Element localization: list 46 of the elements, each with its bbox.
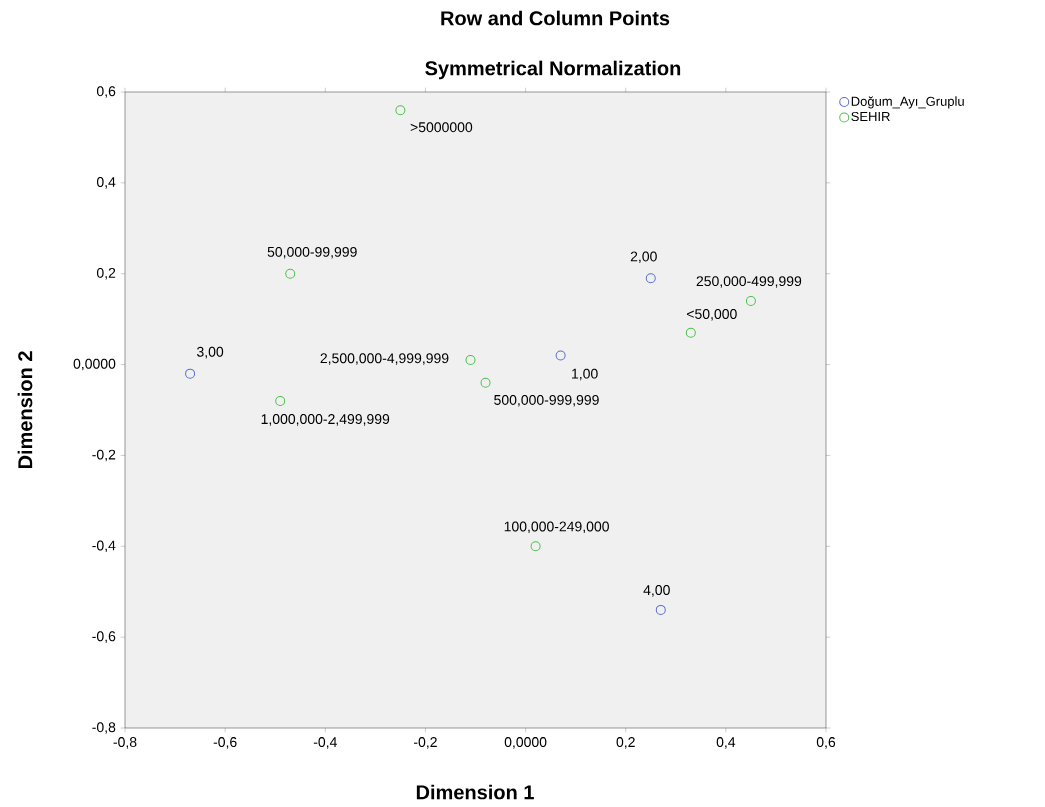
x-tick-label: 0,4: [716, 737, 736, 749]
annotation: 1,00: [572, 368, 598, 381]
annotation: 2,500,000-4,999,999: [320, 353, 449, 365]
x-tick-label: -0,6: [213, 737, 237, 749]
y-tick-label: -0,4: [92, 540, 116, 553]
point: [185, 368, 196, 379]
annotation: 4,00: [643, 585, 670, 597]
y-tick-label: 0,2: [96, 267, 116, 280]
annotation: 1,000,000-2,499,999: [261, 414, 390, 426]
x-tick-label: 0,6: [816, 737, 836, 749]
y-axis-title: Dimension 2: [17, 351, 33, 469]
annotation: >5000000: [410, 122, 473, 133]
x-tick-label: 0,0000: [504, 737, 547, 749]
annotation: 100,000-249,000: [504, 521, 609, 534]
point: [685, 327, 696, 338]
x-axis-title: Dimension 1: [416, 784, 534, 800]
point: [480, 377, 491, 388]
point: [555, 350, 566, 361]
x-tick-label: 0,2: [616, 737, 635, 749]
y-tick-label: -0,6: [92, 631, 116, 643]
chart-subtitle: Symmetrical Normalization: [425, 60, 681, 80]
annotation: 2,00: [630, 251, 657, 264]
annotation: 250,000-499,999: [696, 276, 802, 288]
y-tick-label: -0,2: [92, 449, 116, 462]
chart-title: Row and Column Points: [441, 10, 670, 26]
point: [530, 541, 541, 552]
point: [745, 295, 756, 306]
legend-label: SEHIR: [851, 111, 890, 122]
y-tick-label: -0,8: [92, 722, 116, 734]
annotation: 3,00: [197, 346, 224, 359]
annotation: 50,000-99,999: [267, 246, 357, 259]
y-tick-label: 0,4: [96, 177, 116, 189]
point: [275, 395, 286, 406]
x-tick-label: -0,4: [313, 737, 337, 749]
point: [465, 355, 476, 366]
y-tick-label: 0,6: [96, 86, 116, 98]
x-tick-label: -0,2: [414, 737, 437, 749]
point: [655, 604, 666, 615]
y-tick-label: 0,0000: [73, 358, 116, 371]
point: [645, 273, 656, 284]
point: [285, 268, 296, 279]
legend-label: Doğum_Ayı_Gruplu: [851, 96, 964, 109]
x-tick-label: -0,8: [113, 737, 137, 749]
annotation: <50,000: [687, 308, 737, 321]
annotation: 500,000-999,999: [494, 394, 599, 407]
point: [395, 105, 406, 116]
